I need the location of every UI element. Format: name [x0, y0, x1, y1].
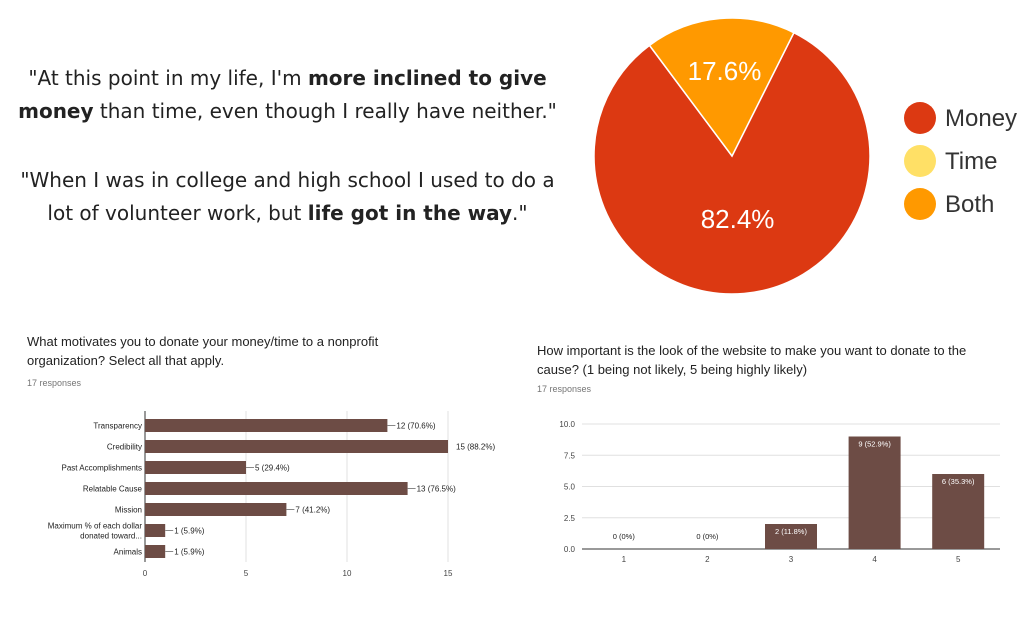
quote-1-part-3: than time, even though I really have nei… — [93, 99, 557, 123]
pie-chart: 82.4% 17.6% Money Time Both — [593, 17, 1017, 295]
motivation-bar-chart: 0 5 10 15 Transparency 12 (70.6%) Credibility 1… — [48, 411, 495, 578]
quotes-block: "At this point in my life, I'm more incl… — [10, 62, 565, 266]
pie-label-both: 17.6% — [688, 56, 762, 86]
pie-slice-money — [593, 31, 871, 295]
quote-2-part-3: ." — [512, 201, 528, 225]
category-label: Relatable Cause — [83, 485, 143, 494]
x-tick-label: 5 — [244, 569, 249, 578]
importance-bar-chart: 0.0 2.5 5.0 7.5 10.0 1 0 (0%) 2 0 (0%) 3 2 (11.8%)… — [559, 420, 1000, 564]
y-tick-label: 2.5 — [564, 514, 576, 523]
importance-chart-responses: 17 responses — [537, 384, 592, 394]
data-label: 5 (29.4%) — [255, 464, 290, 473]
data-label: 7 (41.2%) — [295, 506, 330, 515]
data-label: 0 (0%) — [613, 532, 636, 541]
legend-swatch-money — [904, 102, 936, 134]
bar — [848, 436, 901, 549]
bar — [145, 524, 166, 537]
quote-2: "When I was in college and high school I… — [10, 164, 565, 230]
bar — [145, 545, 166, 558]
pie-label-money: 82.4% — [701, 204, 775, 234]
bar — [932, 474, 985, 549]
y-tick-label: 10.0 — [559, 420, 575, 429]
quote-1-part-1: "At this point in my life, I'm — [28, 66, 308, 90]
category-label: Animals — [114, 548, 142, 557]
x-tick-label: 5 — [956, 555, 961, 564]
x-tick-label: 1 — [622, 555, 627, 564]
legend-label-time: Time — [945, 148, 997, 175]
category-label: Past Accomplishments — [62, 464, 142, 473]
bar — [145, 440, 448, 453]
legend-swatch-both — [904, 188, 936, 220]
category-label: Mission — [115, 506, 142, 515]
x-tick-label: 15 — [444, 569, 453, 578]
quote-2-part-2: life got in the way — [307, 201, 513, 225]
bar — [145, 503, 287, 516]
data-label: 9 (52.9%) — [858, 440, 891, 449]
quote-1-part-2: more inclined to give money — [18, 66, 547, 123]
data-label: 2 (11.8%) — [775, 527, 807, 536]
data-label: 0 (0%) — [696, 532, 719, 541]
category-label: Credibility — [107, 443, 142, 452]
quote-1: "At this point in my life, I'm more incl… — [10, 62, 565, 128]
data-label: 1 (5.9%) — [174, 548, 205, 557]
x-tick-label: 0 — [143, 569, 148, 578]
legend-swatch-time — [904, 145, 936, 177]
bar — [765, 524, 817, 549]
x-tick-label: 10 — [343, 569, 352, 578]
x-tick-label: 4 — [872, 555, 877, 564]
pie-slice-both — [648, 17, 795, 158]
data-label: 6 (35.3%) — [942, 477, 975, 486]
x-tick-label: 3 — [789, 555, 794, 564]
data-label: 1 (5.9%) — [174, 527, 205, 536]
data-label: 12 (70.6%) — [396, 422, 435, 431]
motivation-chart-title: What motivates you to donate your money/… — [27, 334, 379, 368]
category-label: Maximum % of each dollar donated toward..… — [48, 522, 143, 541]
category-label: Transparency — [93, 422, 142, 431]
quote-2-part-1: "When I was in college and high school I… — [20, 168, 555, 225]
bar — [145, 482, 408, 495]
bar — [145, 461, 246, 474]
y-tick-label: 5.0 — [564, 483, 576, 492]
data-label: 13 (76.5%) — [417, 485, 456, 494]
y-tick-label: 0.0 — [564, 545, 576, 554]
legend-label-money: Money — [945, 105, 1017, 132]
importance-chart-title: How important is the look of the website… — [537, 343, 967, 377]
y-tick-label: 7.5 — [564, 451, 576, 460]
motivation-chart-responses: 17 responses — [27, 378, 82, 388]
data-label: 15 (88.2%) — [456, 443, 495, 452]
x-tick-label: 2 — [705, 555, 710, 564]
bar — [145, 419, 388, 432]
legend-label-both: Both — [945, 191, 994, 218]
